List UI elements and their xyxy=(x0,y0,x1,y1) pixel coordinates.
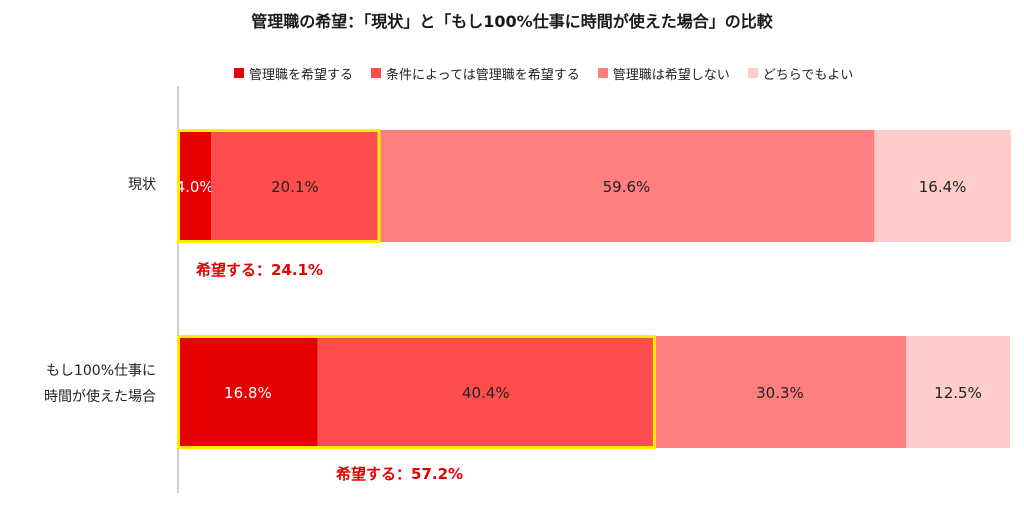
legend-label: どちらでもよい xyxy=(762,67,854,83)
category-label: 現状 xyxy=(128,172,156,198)
category-label-line: 時間が使えた場合 xyxy=(44,389,156,405)
highlight-frame xyxy=(177,335,656,449)
highlight-frame xyxy=(177,129,381,243)
legend-item: 管理職は希望しない xyxy=(597,64,730,83)
bar-value-label: 59.6% xyxy=(603,178,651,196)
legend-item: どちらでもよい xyxy=(747,64,854,83)
legend-label: 条件によっては管理職を希望する xyxy=(386,67,580,83)
legend-label: 管理職は希望しない xyxy=(612,67,730,83)
callout-label: 希望する：57.2% xyxy=(336,465,464,483)
bar-segment xyxy=(178,336,318,448)
bar-segment xyxy=(317,336,654,448)
legend-item: 条件によっては管理職を希望する xyxy=(371,64,580,83)
bar-value-label: 30.3% xyxy=(756,384,804,402)
legend-swatch xyxy=(747,68,758,78)
legend: 管理職を希望する 条件によっては管理職を希望する 管理職は希望しない どちらでも… xyxy=(234,64,871,83)
bar-segment xyxy=(211,130,379,242)
category-label-line: もし100%仕事に xyxy=(45,363,156,379)
callout-label: 希望する：24.1% xyxy=(196,261,324,279)
category-label-line: 現状 xyxy=(128,177,156,193)
bar-segment xyxy=(178,130,212,242)
legend-swatch xyxy=(597,68,608,78)
category-label: もし100%仕事に 時間が使えた場合 xyxy=(44,358,156,410)
legend-swatch xyxy=(234,68,244,78)
legend-item: 管理職を希望する xyxy=(234,64,353,83)
bar-value-label: 4.0% xyxy=(176,178,214,196)
bar-segment xyxy=(906,336,1010,448)
bar-value-label: 40.4% xyxy=(462,384,510,402)
bar-value-label: 16.4% xyxy=(919,178,967,196)
bar-value-label: 20.1% xyxy=(271,178,319,196)
legend-label: 管理職を希望する xyxy=(249,67,354,83)
legend-swatch xyxy=(371,68,382,78)
bar-segment xyxy=(874,130,1011,242)
bar-value-label: 16.8% xyxy=(224,384,272,402)
bar-segment xyxy=(653,336,906,448)
chart-title: 管理職の希望：「現状」と「もし100%仕事に時間が使えた場合」の比較 xyxy=(251,12,773,31)
bar-segment xyxy=(378,130,875,242)
bar-value-label: 12.5% xyxy=(934,384,982,402)
